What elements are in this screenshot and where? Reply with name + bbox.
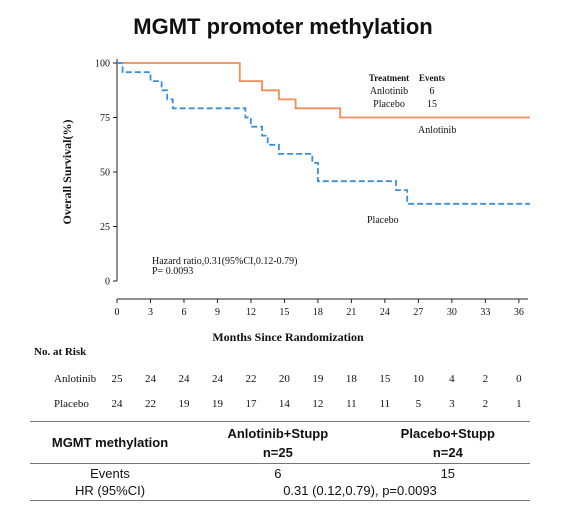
summary-n-placebo: n=24 xyxy=(432,445,463,460)
summary-n-row: n=25 n=24 xyxy=(30,441,530,464)
x-tick-label: 15 xyxy=(279,307,289,318)
risk-cell: 5 xyxy=(415,398,422,410)
summary-n-anlotinib: n=25 xyxy=(262,445,293,460)
risk-cell: 15 xyxy=(379,373,391,385)
summary-events-placebo: 15 xyxy=(365,463,530,481)
x-tick-label: 18 xyxy=(313,307,323,318)
x-tick-label: 27 xyxy=(413,307,423,318)
legend-events-1: 15 xyxy=(427,99,437,110)
survival-curves xyxy=(117,62,530,205)
summary-table: MGMT methylation Anlotinib+Stupp Placebo… xyxy=(30,421,530,501)
x-tick-label: 3 xyxy=(148,307,153,318)
legend-title-treatment: Treatment xyxy=(369,73,409,83)
y-axis-label: Overall Survival(%) xyxy=(60,120,74,225)
summary-col-placebo: Placebo+Stupp xyxy=(365,421,530,441)
plot-labels: Months Since Randomization Overall Surviv… xyxy=(60,73,456,344)
risk-cell: 19 xyxy=(211,398,223,410)
risk-cell: 12 xyxy=(312,398,324,410)
summary-hr-row: HR (95%CI) 0.31 (0.12,0.79), p=0.0093 xyxy=(30,481,530,501)
risk-cell: 18 xyxy=(345,373,357,385)
risk-cell: 17 xyxy=(245,398,257,410)
risk-cell: 10 xyxy=(412,373,424,385)
summary-hr-label: HR (95%CI) xyxy=(30,481,190,501)
series-placebo-curve xyxy=(117,62,530,205)
risk-cell: 24 xyxy=(144,373,156,385)
x-tick-label: 24 xyxy=(380,307,390,318)
series-anlotinib-curve xyxy=(117,62,530,119)
risk-cell: 11 xyxy=(379,398,391,410)
y-tick-label: 25 xyxy=(100,222,110,233)
risk-cell: 25 xyxy=(111,373,123,385)
x-tick-label: 6 xyxy=(181,307,186,318)
x-axis-label: Months Since Randomization xyxy=(212,330,364,344)
risk-cell: 11 xyxy=(346,398,357,410)
summary-col-anlotinib: Anlotinib+Stupp xyxy=(190,421,366,441)
risk-cell: 22 xyxy=(245,373,257,385)
risk-cell: 24 xyxy=(111,398,123,410)
risk-cell: 1 xyxy=(516,398,522,410)
risk-cell: 22 xyxy=(144,398,156,410)
chart-title: MGMT promoter methylation xyxy=(133,14,433,39)
x-tick-label: 12 xyxy=(246,307,256,318)
legend-title-events: Events xyxy=(419,73,446,83)
y-tick-label: 0 xyxy=(105,277,110,288)
risk-cell: 2 xyxy=(482,373,489,385)
risk-cell: 20 xyxy=(278,373,290,385)
summary-events-anlotinib: 6 xyxy=(190,463,366,481)
curve-label-anlotinib: Anlotinib xyxy=(418,125,456,136)
risk-cell: 3 xyxy=(449,398,455,410)
risk-row-label: Anlotinib xyxy=(54,373,97,385)
summary-events-label: Events xyxy=(30,463,190,481)
y-tick-label: 50 xyxy=(100,168,110,179)
hr-annotation-line-1: P= 0.0093 xyxy=(152,266,193,277)
risk-cell: 4 xyxy=(449,373,455,385)
x-tick-label: 33 xyxy=(480,307,490,318)
risk-cell: 24 xyxy=(211,373,223,385)
hr-annotation-line-0: Hazard ratio,0.31(95%CI,0.12-0.79) xyxy=(152,256,298,267)
summary-events-row: Events 6 15 xyxy=(30,463,530,481)
summary-header-row: MGMT methylation Anlotinib+Stupp Placebo… xyxy=(30,421,530,464)
curve-label-placebo: Placebo xyxy=(367,215,399,226)
legend-treatment-0: Anlotinib xyxy=(370,86,408,97)
y-tick-label: 100 xyxy=(95,59,110,70)
risk-row-label: Placebo xyxy=(54,398,89,410)
summary-hr-value: 0.31 (0.12,0.79), p=0.0093 xyxy=(190,481,530,501)
summary-row-header: MGMT methylation xyxy=(30,421,190,464)
x-tick-label: 30 xyxy=(447,307,457,318)
x-tick-label: 21 xyxy=(346,307,356,318)
risk-cell: 19 xyxy=(178,398,190,410)
y-tick-label: 75 xyxy=(100,113,110,124)
risk-cell: 2 xyxy=(482,398,489,410)
risk-table-header: No. at Risk xyxy=(34,346,87,358)
risk-cell: 24 xyxy=(178,373,190,385)
legend-events-0: 6 xyxy=(430,86,435,97)
x-tick-label: 0 xyxy=(115,307,120,318)
risk-cell: 0 xyxy=(516,373,522,385)
x-tick-label: 9 xyxy=(215,307,220,318)
risk-cell: 19 xyxy=(312,373,324,385)
x-tick-label: 36 xyxy=(514,307,524,318)
risk-cell: 14 xyxy=(278,398,290,410)
legend-treatment-1: Placebo xyxy=(373,99,405,110)
